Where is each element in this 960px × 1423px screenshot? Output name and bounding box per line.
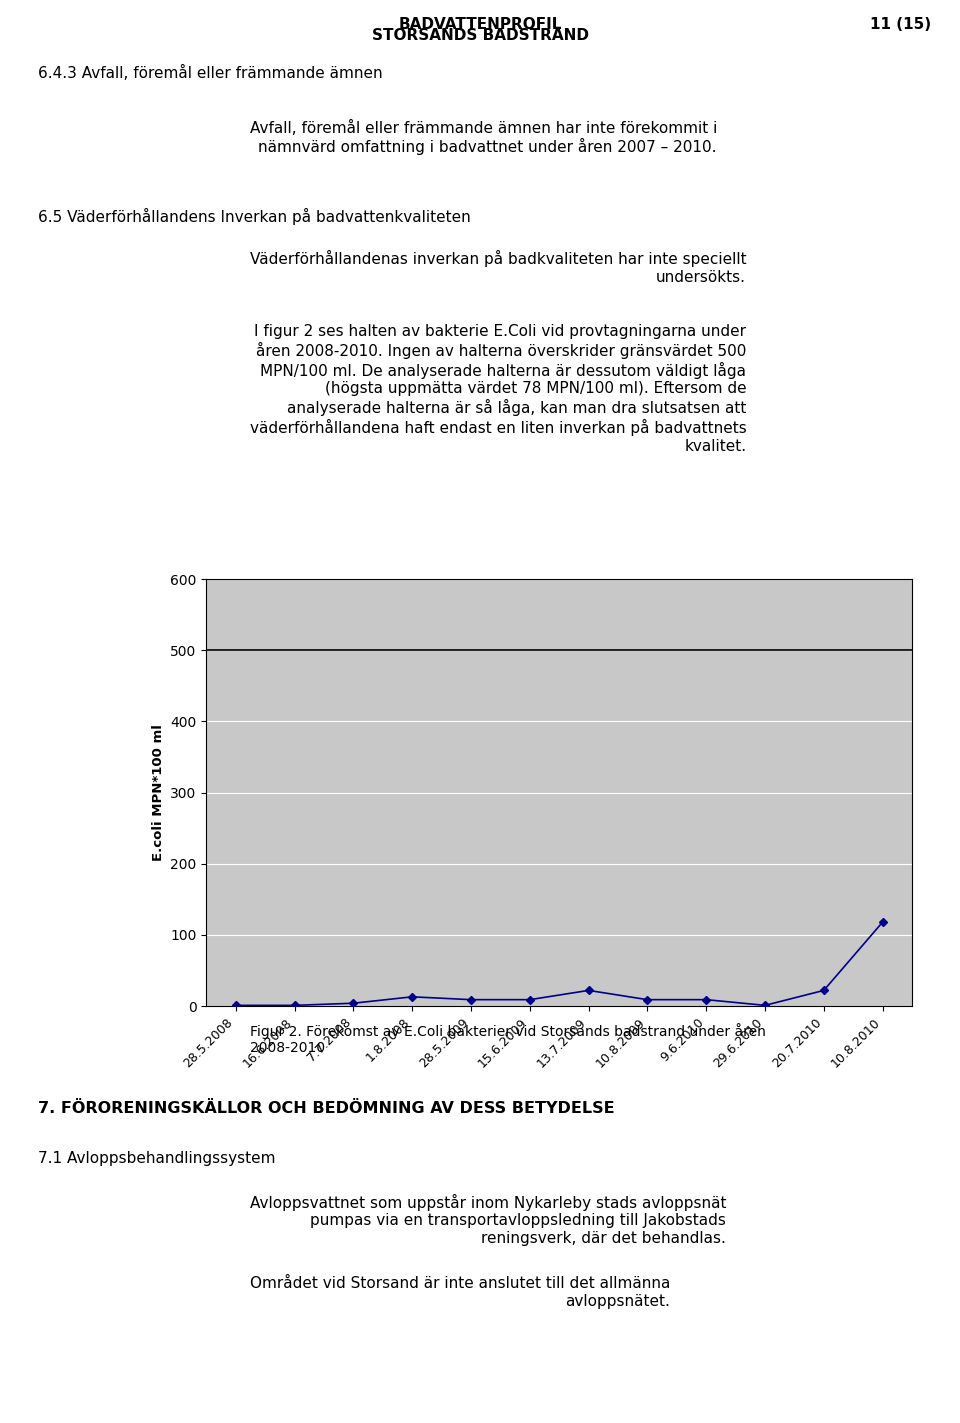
Text: 7. FÖRORENINGSKÄLLOR OCH BEDÖMNING AV DESS BETYDELSE: 7. FÖRORENINGSKÄLLOR OCH BEDÖMNING AV DE… [38, 1101, 615, 1117]
Y-axis label: E.coli MPN*100 ml: E.coli MPN*100 ml [152, 724, 165, 861]
Text: Väderförhållandenas inverkan på badkvaliteten har inte speciellt
undersökts.: Väderförhållandenas inverkan på badkvali… [250, 250, 746, 285]
Text: I figur 2 ses halten av bakterie E.Coli vid provtagningarna under
åren 2008-2010: I figur 2 ses halten av bakterie E.Coli … [250, 324, 746, 454]
Text: Figur 2. Förekomst av E.Coli bakterier vid Storsands badstrand under åren
2008-2: Figur 2. Förekomst av E.Coli bakterier v… [250, 1023, 765, 1056]
Text: Avfall, föremål eller främmande ämnen har inte förekommit i
nämnvärd omfattning : Avfall, föremål eller främmande ämnen ha… [250, 120, 717, 155]
Text: 6.4.3 Avfall, föremål eller främmande ämnen: 6.4.3 Avfall, föremål eller främmande äm… [38, 65, 383, 81]
Text: BADVATTENPROFIL: BADVATTENPROFIL [398, 17, 562, 33]
Text: 6.5 Väderförhållandens Inverkan på badvattenkvaliteten: 6.5 Väderförhållandens Inverkan på badva… [38, 208, 471, 225]
Text: 7.1 Avloppsbehandlingssystem: 7.1 Avloppsbehandlingssystem [38, 1151, 276, 1167]
Text: STORSANDS BADSTRAND: STORSANDS BADSTRAND [372, 28, 588, 44]
Text: Avloppsvattnet som uppstår inom Nykarleby stads avloppsnät
pumpas via en transpo: Avloppsvattnet som uppstår inom Nykarleb… [250, 1194, 726, 1245]
Text: 11 (15): 11 (15) [870, 17, 931, 33]
Text: Området vid Storsand är inte anslutet till det allmänna
avloppsnätet.: Området vid Storsand är inte anslutet ti… [250, 1276, 670, 1309]
